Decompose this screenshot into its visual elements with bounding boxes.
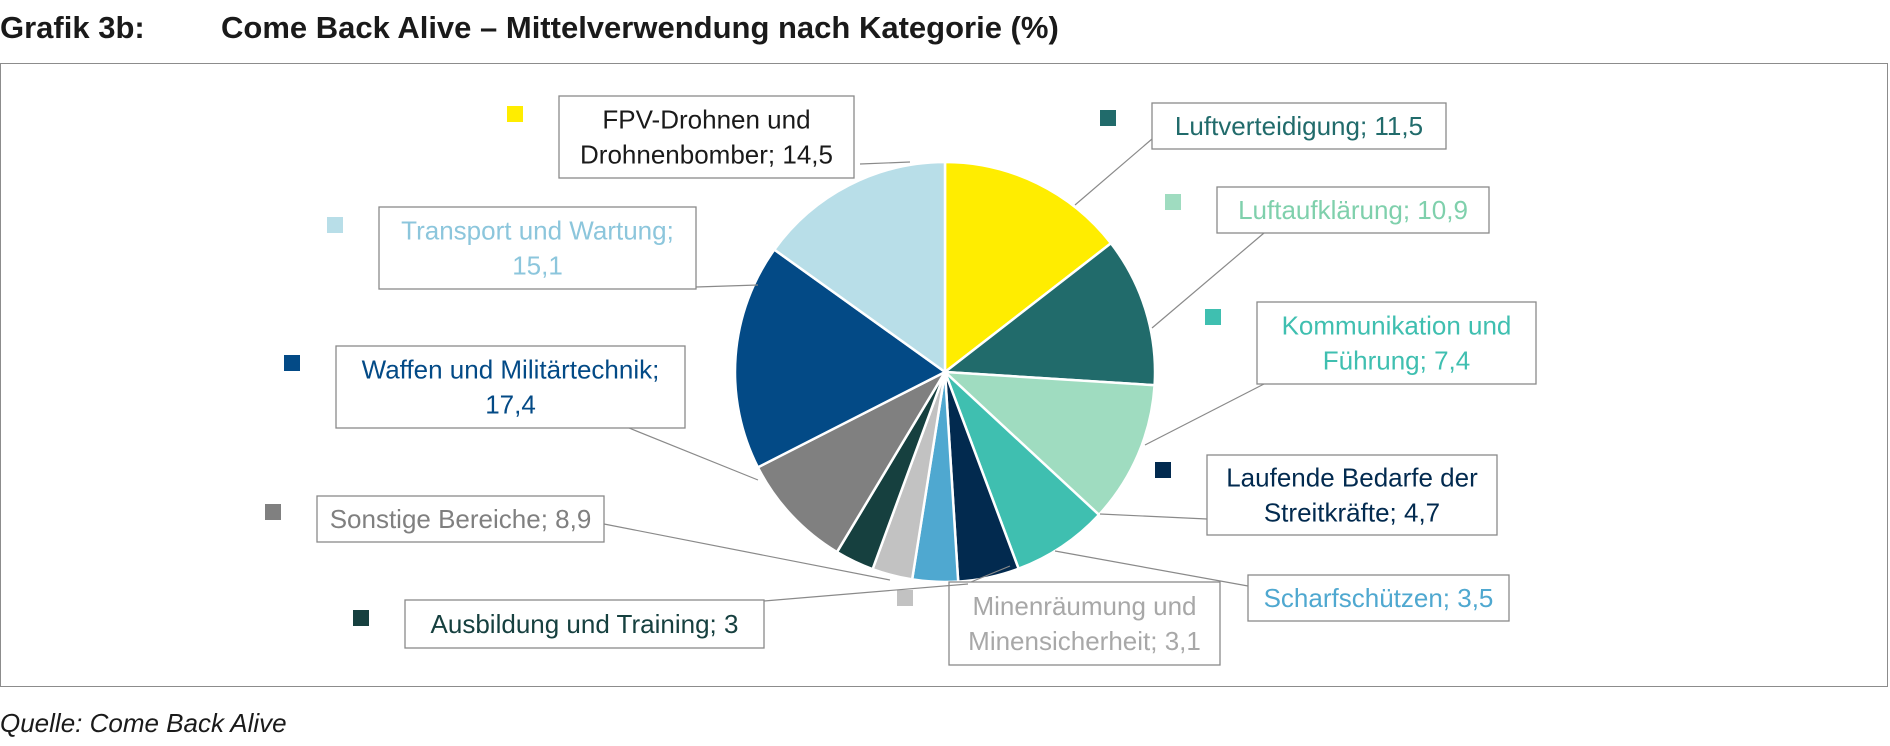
leader-line-9 bbox=[628, 427, 759, 481]
slice-label-8-line-0: Sonstige Bereiche; 8,9 bbox=[330, 504, 592, 534]
pie-slices bbox=[733, 160, 1157, 584]
label-box-10 bbox=[378, 206, 697, 290]
slice-label-1-line-0: Luftverteidigung; 11,5 bbox=[1175, 111, 1423, 141]
leader-line-10 bbox=[695, 284, 759, 288]
slice-label-0-line-0: FPV-Drohnen und bbox=[602, 105, 810, 135]
pie-slice-2 bbox=[941, 370, 1156, 517]
leader-line-8 bbox=[603, 523, 891, 581]
leader-line-0 bbox=[859, 161, 911, 165]
leader-line-4 bbox=[1099, 513, 1208, 520]
chart-frame bbox=[0, 63, 1888, 687]
leader-line-2 bbox=[1151, 232, 1265, 329]
label-box-2 bbox=[1216, 186, 1490, 234]
slice-label-10-line-1: 15,1 bbox=[512, 251, 563, 281]
label-box-5 bbox=[1247, 574, 1510, 622]
slice-label-7-line-0: Ausbildung und Training; 3 bbox=[431, 609, 739, 639]
source-note: Quelle: Come Back Alive bbox=[0, 708, 287, 738]
pie-slice-1 bbox=[941, 241, 1157, 387]
figure-heading: Grafik 3b: Come Back Alive – Mittelverwe… bbox=[0, 10, 1890, 50]
legend-marker-1 bbox=[1100, 110, 1116, 126]
slice-label-2-line-0: Luftaufklärung; 10,9 bbox=[1238, 195, 1468, 225]
slice-label-6-line-0: Minenräumung und bbox=[972, 591, 1196, 621]
label-box-8 bbox=[316, 495, 605, 543]
chart-title: Come Back Alive – Mittelverwendung nach … bbox=[221, 10, 1059, 45]
slice-label-9-line-1: 17,4 bbox=[485, 390, 536, 420]
slice-label-3-line-1: Führung; 7,4 bbox=[1323, 346, 1470, 376]
slice-label-10-line-0: Transport und Wartung; bbox=[401, 216, 674, 246]
label-box-7 bbox=[404, 599, 765, 649]
label-box-1 bbox=[1151, 102, 1447, 150]
leader-line-1 bbox=[1074, 138, 1153, 206]
pie-slice-9 bbox=[733, 247, 948, 470]
leader-line-3 bbox=[1144, 383, 1265, 446]
pie-slice-3 bbox=[943, 371, 1101, 571]
slice-label-3-line-0: Kommunikation und bbox=[1282, 311, 1512, 341]
pie-slice-8 bbox=[756, 368, 949, 554]
pie-slice-10 bbox=[772, 160, 947, 375]
leader-line-7 bbox=[763, 583, 969, 602]
legend-marker-9 bbox=[284, 355, 300, 371]
label-box-4 bbox=[1206, 454, 1498, 536]
figure-label: Grafik 3b: bbox=[0, 10, 145, 45]
slice-label-6-line-1: Minensicherheit; 3,1 bbox=[968, 626, 1201, 656]
slice-labels: FPV-Drohnen und Drohnenbomber; 14,5 Luftve… bbox=[265, 95, 1537, 666]
leader-line-5 bbox=[1054, 550, 1249, 587]
label-box-3 bbox=[1256, 301, 1537, 385]
slice-label-9-line-0: Waffen und Militärtechnik; bbox=[362, 355, 660, 385]
legend-marker-6 bbox=[897, 590, 913, 606]
pie-slice-0 bbox=[943, 160, 1113, 375]
legend-marker-0 bbox=[507, 106, 523, 122]
legend-marker-7 bbox=[353, 610, 369, 626]
legend-marker-3 bbox=[1205, 309, 1221, 325]
legend-marker-10 bbox=[327, 217, 343, 233]
label-box-0 bbox=[558, 95, 855, 179]
slice-label-4-line-0: Laufende Bedarfe der bbox=[1226, 463, 1478, 493]
legend-marker-8 bbox=[265, 504, 281, 520]
slice-label-4-line-1: Streitkräfte; 4,7 bbox=[1264, 498, 1440, 528]
legend-marker-4 bbox=[1155, 462, 1171, 478]
slice-label-0-line-1: Drohnenbomber; 14,5 bbox=[580, 140, 833, 170]
slice-label-5-line-0: Scharfschützen; 3,5 bbox=[1264, 583, 1494, 613]
legend-marker-2 bbox=[1165, 194, 1181, 210]
label-box-6 bbox=[948, 581, 1221, 666]
label-box-9 bbox=[335, 345, 686, 429]
